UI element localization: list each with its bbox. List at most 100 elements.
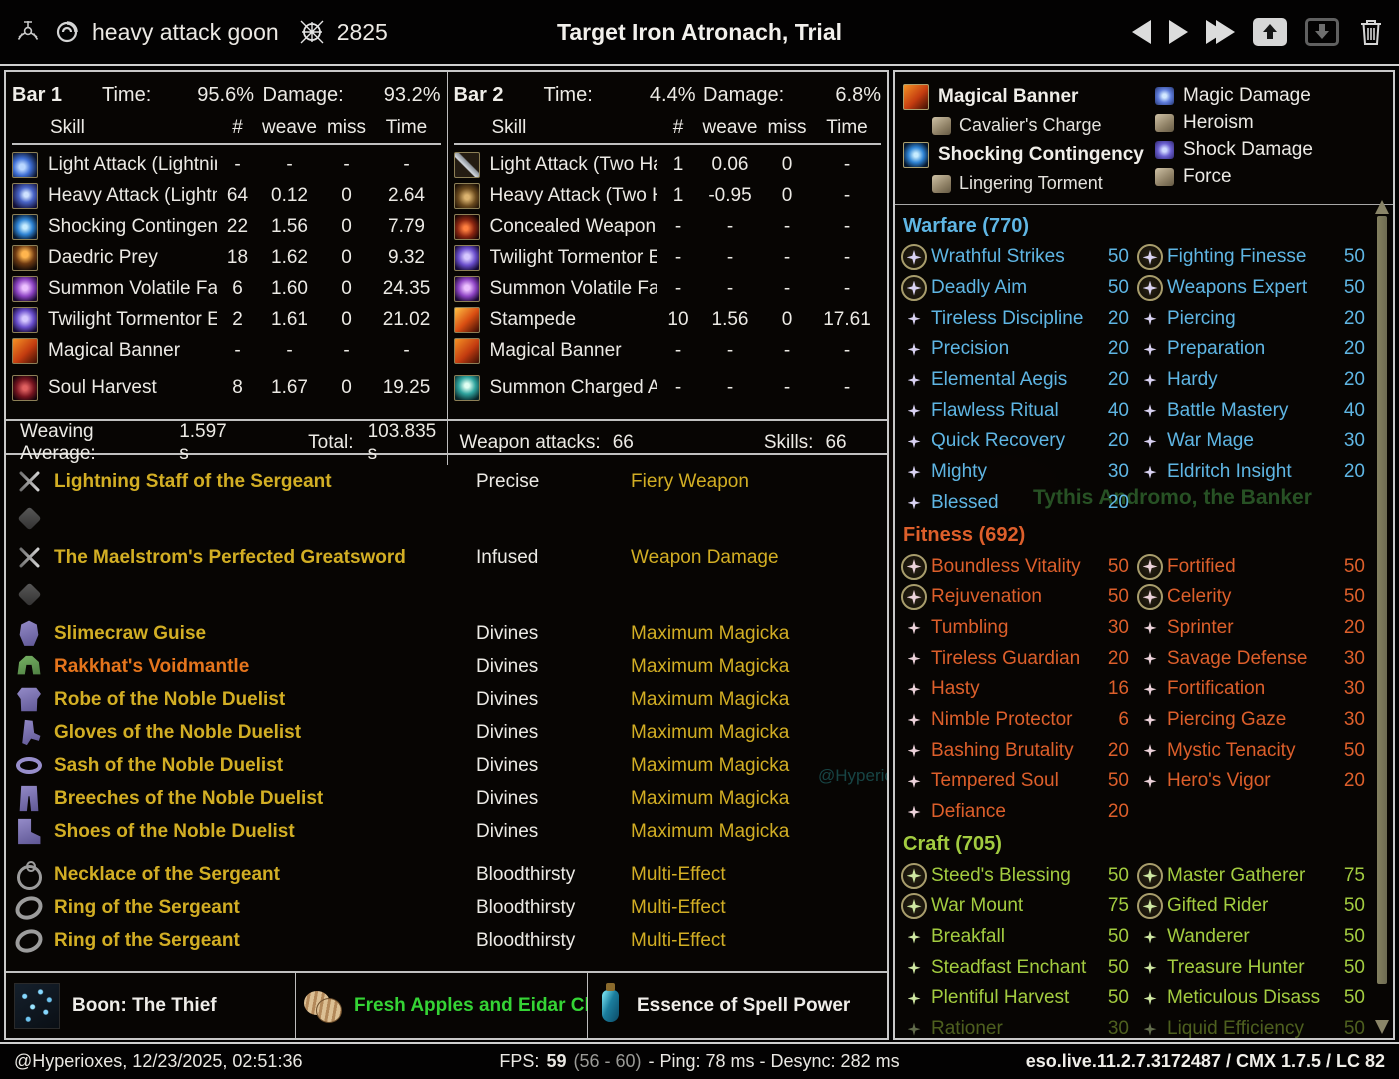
boon-cell: Boon: The Thief (6, 973, 295, 1038)
skill-row: Twilight Tormentor Enr - - - - (453, 242, 882, 273)
skill-row: Twilight Tormentor Enr 2 1.61 0 21.02 (12, 304, 441, 335)
next-fight-button[interactable] (1169, 20, 1189, 44)
column-miss: miss (326, 116, 367, 138)
buff-main-row: Magical Banner (903, 82, 1155, 112)
cp-star-icon (1137, 646, 1163, 672)
equipment-row: Shoes of the Noble Duelist Divines Maxim… (14, 815, 881, 848)
scrollbar-thumb[interactable] (1377, 216, 1387, 984)
ability-icon (903, 84, 929, 110)
skill-weave: - (726, 246, 734, 268)
buff-icon (1155, 113, 1174, 132)
skill-time: - (403, 153, 410, 175)
cp-star-icon (901, 584, 927, 611)
cp-star-name: Mighty (931, 461, 987, 483)
skill-count: 1 (672, 153, 684, 175)
cp-star-value: 20 (1107, 491, 1129, 513)
section-title: Fitness (692) (903, 524, 1026, 547)
last-fight-button[interactable] (1206, 20, 1236, 44)
skill-bars: Bar 1 Time: 95.6% Damage: 93.2% Skill # … (6, 72, 887, 421)
cp-star-value: 50 (1107, 926, 1129, 948)
status-bar: @Hyperioxes, 12/23/2025, 02:51:36 FPS: 5… (0, 1042, 1399, 1079)
section-title: Craft (705) (903, 833, 1002, 856)
skill-count: 1 (672, 184, 684, 206)
buff-name: Heroism (1183, 111, 1254, 133)
skill-time: 24.35 (382, 277, 431, 299)
minor-buff-row: Shock Damage (1155, 136, 1383, 163)
armor-icon (14, 718, 44, 748)
craft-left-column: Steed's Blessing 50 War Mount 75 (901, 860, 1131, 1040)
cp-star-icon (901, 862, 927, 889)
cp-star-row: Mighty 30 (901, 457, 1131, 488)
cp-star-value: 50 (1343, 1018, 1365, 1040)
skill-weave: 1.56 (271, 215, 308, 237)
item-trait: Divines (476, 655, 539, 677)
load-fight-button[interactable] (1305, 18, 1340, 46)
skill-icon (453, 306, 480, 333)
skill-icon (453, 151, 480, 178)
cp-star-row: Hasty 16 (901, 674, 1131, 705)
skill-miss: 0 (781, 308, 793, 330)
cp-star-icon (901, 459, 927, 485)
skill-count: 18 (226, 246, 249, 268)
skill-name: Twilight Tormentor Enr (489, 246, 658, 268)
item-enchant: Maximum Magicka (631, 721, 790, 743)
cp-star-name: Liquid Efficiency (1167, 1018, 1304, 1040)
cp-star-name: Wrathful Strikes (931, 246, 1065, 268)
champion-points-value: 2825 (336, 18, 388, 45)
cp-star-value: 16 (1107, 678, 1129, 700)
scrollbar[interactable] (1374, 200, 1390, 1034)
skill-miss: 0 (341, 277, 352, 299)
cp-star-icon (1137, 676, 1163, 702)
previous-fight-button[interactable] (1132, 20, 1152, 44)
cp-star-value: 40 (1107, 399, 1129, 421)
fight-name: heavy attack goon (92, 18, 279, 45)
skill-miss: - (343, 339, 350, 361)
minor-buff-row: Force (1155, 163, 1383, 190)
cp-star-value: 75 (1107, 895, 1129, 917)
cp-star-row: Rejuvenation 50 (901, 582, 1131, 613)
cp-star-value: 20 (1343, 338, 1365, 360)
skill-miss: 0 (341, 215, 352, 237)
cp-star-value: 50 (1343, 739, 1365, 761)
cp-star-name: Meticulous Disass (1167, 987, 1321, 1009)
cp-star-row: Precision 20 (901, 334, 1131, 365)
cp-star-name: Hasty (931, 678, 980, 700)
skill-icon (12, 182, 38, 209)
cp-star-row: Plentiful Harvest 50 (901, 983, 1131, 1014)
weapon-attacks-value: 66 (612, 432, 634, 453)
cp-star-row: Steadfast Enchant 50 (901, 952, 1131, 983)
cp-star-value: 50 (1343, 586, 1365, 608)
column-time: Time (385, 116, 428, 138)
scroll-down-arrow-icon[interactable] (1375, 1020, 1389, 1034)
cp-star-row: Liquid Efficiency 50 (1137, 1014, 1367, 1040)
time-label: Time: (543, 83, 593, 106)
armor-icon (14, 652, 44, 682)
column-weave: weave (702, 116, 758, 138)
cp-star-name: Flawless Ritual (931, 399, 1059, 421)
save-fight-button[interactable] (1253, 18, 1288, 46)
cp-star-value: 20 (1107, 430, 1129, 452)
delete-fight-button[interactable] (1357, 17, 1385, 47)
cp-star-icon (1137, 336, 1163, 362)
fps-range: (56 - 60) (573, 1051, 642, 1071)
skill-icon (12, 244, 38, 271)
bar2-rows: Light Attack (Two Hand 1 0.06 0 - Heavy … (453, 143, 882, 403)
cp-star-value: 30 (1107, 1018, 1129, 1040)
cp-star-name: Savage Defense (1167, 647, 1308, 669)
item-name: Robe of the Noble Duelist (54, 688, 286, 710)
equipment-row: Slimecraw Guise Divines Maximum Magicka (14, 617, 881, 650)
cp-star-value: 50 (1107, 277, 1129, 299)
cp-star-name: Piercing Gaze (1167, 708, 1287, 730)
armor-icon (14, 685, 44, 715)
armor-icon (14, 751, 44, 781)
scroll-up-arrow-icon[interactable] (1375, 200, 1389, 214)
skill-icon (453, 244, 480, 271)
cp-star-row: Mystic Tenacity 50 (1137, 735, 1367, 766)
cp-star-icon (1137, 862, 1163, 889)
cp-star-row: Tumbling 30 (901, 613, 1131, 644)
cp-star-value: 30 (1343, 708, 1365, 730)
section-title: Warfare (770) (903, 215, 1029, 237)
cp-star-row: Steed's Blessing 50 (901, 860, 1131, 891)
item-trait: Divines (476, 721, 539, 743)
cp-star-name: Plentiful Harvest (931, 987, 1070, 1009)
